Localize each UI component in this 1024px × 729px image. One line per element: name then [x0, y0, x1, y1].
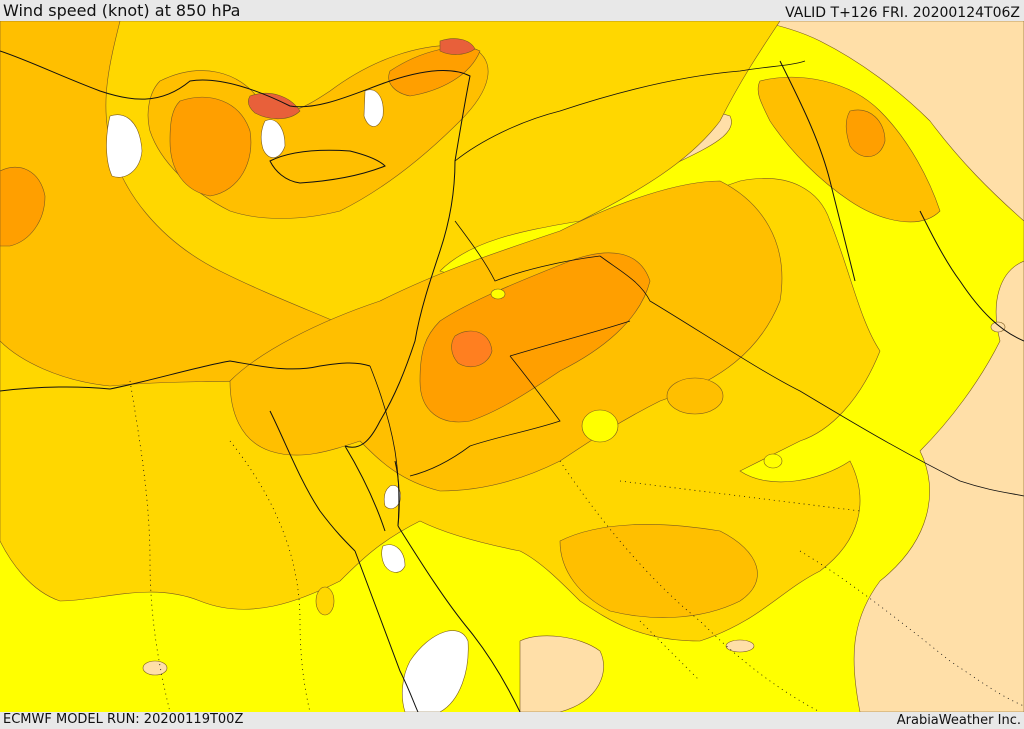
pocket-amber-1 — [666, 377, 724, 415]
band-amber-ne — [757, 76, 941, 223]
pocket-gold-1 — [315, 586, 335, 616]
band-orange-west-edge — [0, 166, 46, 247]
pocket-yellow-1 — [581, 409, 619, 443]
calm-region-north — [106, 114, 143, 178]
band-orange-north-strip — [388, 46, 481, 97]
band-orange-core — [419, 252, 651, 423]
band-max-north2 — [439, 38, 476, 55]
province-boundaries — [129, 380, 1024, 712]
calm-region-north3 — [363, 89, 384, 127]
wind-field-svg — [0, 21, 1024, 712]
band-amber-south — [559, 524, 758, 618]
low-wind-region-south — [519, 635, 604, 712]
pocket-tan-1 — [142, 660, 168, 676]
pocket-tan-2 — [725, 639, 755, 653]
band-orange-ne — [845, 109, 886, 157]
coastlines — [0, 50, 1024, 712]
credit: ArabiaWeather Inc. — [896, 713, 1021, 728]
model-run: ECMWF MODEL RUN: 20200119T00Z — [3, 712, 244, 727]
header-bar: Wind speed (knot) at 850 hPa VALID T+126… — [0, 0, 1024, 21]
footer-bar: ECMWF MODEL RUN: 20200119T00Z ArabiaWeat… — [0, 712, 1024, 729]
political-borders — [369, 60, 1024, 527]
pocket-tan-3 — [990, 321, 1006, 333]
calm-region-north2 — [260, 119, 286, 158]
pocket-yellow-3 — [490, 288, 506, 300]
band-orange-nw — [169, 97, 252, 197]
wind-speed-map[interactable] — [0, 21, 1024, 712]
band-max-center — [451, 330, 493, 367]
band-max-north — [248, 92, 301, 120]
pocket-yellow-2 — [763, 453, 783, 469]
calm-region-south — [401, 630, 469, 712]
map-title: Wind speed (knot) at 850 hPa — [3, 1, 241, 20]
calm-region-sinai — [381, 544, 406, 573]
valid-time: VALID T+126 FRI. 20200124T06Z — [785, 5, 1020, 21]
